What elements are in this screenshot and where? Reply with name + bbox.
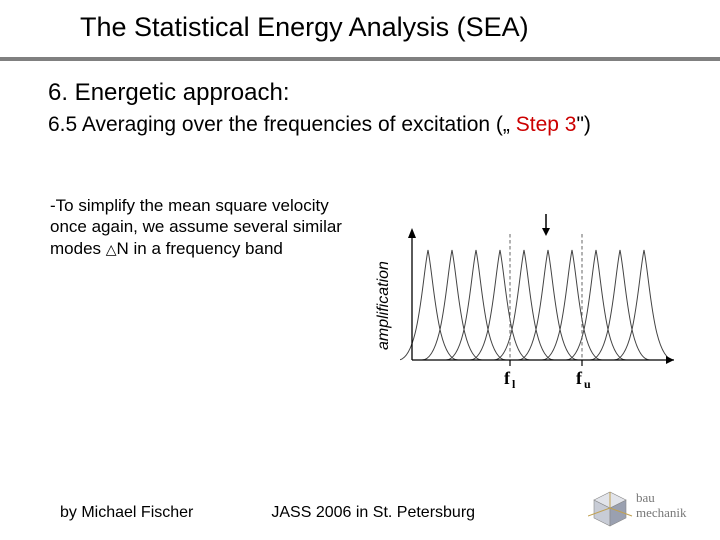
- section-heading: 6. Energetic approach:: [0, 61, 720, 111]
- body-line-2: once again, we assume several similar: [50, 217, 342, 236]
- delta-icon: △: [106, 241, 117, 259]
- author-text: by Michael Fischer: [60, 504, 193, 522]
- logo-svg: bau mechanik: [588, 484, 708, 534]
- subsection-step: Step 3: [516, 113, 577, 136]
- logo: bau mechanik: [588, 484, 708, 534]
- body-line-1: -To simplify the mean square velocity: [50, 196, 329, 215]
- resonance-chart: flfu: [400, 210, 678, 430]
- y-axis-label: amplification: [375, 261, 393, 350]
- logo-text-2: mechanik: [636, 505, 687, 520]
- body-line-3a: modes: [50, 239, 106, 258]
- subsection-suffix: "): [576, 113, 590, 136]
- svg-text:f: f: [576, 368, 583, 388]
- logo-text-1: bau: [636, 490, 655, 505]
- venue-text: JASS 2006 in St. Petersburg: [271, 504, 475, 522]
- body-text: -To simplify the mean square velocity on…: [50, 195, 370, 259]
- svg-text:l: l: [512, 377, 516, 391]
- resonance-chart-svg: flfu: [400, 210, 678, 410]
- subsection-prefix: 6.5 Averaging over the frequencies of ex…: [48, 113, 516, 136]
- slide-title: The Statistical Energy Analysis (SEA): [80, 12, 720, 43]
- svg-text:f: f: [504, 368, 511, 388]
- body-line-3b: N in a frequency band: [117, 239, 283, 258]
- subsection-heading: 6.5 Averaging over the frequencies of ex…: [0, 111, 720, 137]
- svg-text:u: u: [584, 377, 591, 391]
